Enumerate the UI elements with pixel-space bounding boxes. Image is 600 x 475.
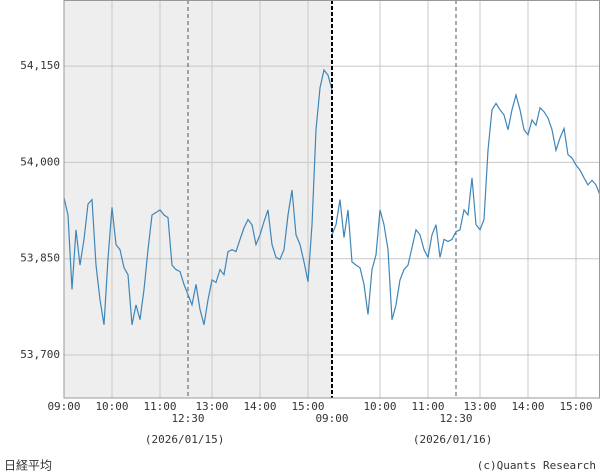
y-tick-label: 54,000: [20, 155, 60, 168]
session-background: [332, 0, 600, 398]
x-tick-label: 09:00: [47, 400, 80, 413]
x-tick-label: 10:00: [363, 400, 396, 413]
x-tick-label: 13:00: [195, 400, 228, 413]
session-background: [64, 0, 332, 398]
y-tick-label: 53,700: [20, 348, 60, 361]
x-tick-label: 14:00: [511, 400, 544, 413]
date-label: (2026/01/16): [413, 433, 492, 446]
x-tick-label: 13:00: [463, 400, 496, 413]
x-tick-label: 14:00: [243, 400, 276, 413]
y-tick-label: 54,150: [20, 59, 60, 72]
x-tick-label: 10:00: [95, 400, 128, 413]
copyright: (c)Quants Research: [477, 459, 596, 472]
date-label: (2026/01/15): [145, 433, 224, 446]
x-tick-label: 12:30: [439, 412, 472, 425]
x-tick-label: 09:00: [315, 412, 348, 425]
x-tick-label: 15:00: [291, 400, 324, 413]
price-line: [331, 92, 600, 320]
x-tick-label: 11:00: [411, 400, 444, 413]
price-line: [63, 68, 333, 325]
y-tick-label: 53,850: [20, 252, 60, 265]
index-name: 日経平均: [4, 459, 52, 473]
x-tick-label: 15:00: [559, 400, 592, 413]
x-tick-label: 11:00: [143, 400, 176, 413]
x-tick-label: 12:30: [171, 412, 204, 425]
